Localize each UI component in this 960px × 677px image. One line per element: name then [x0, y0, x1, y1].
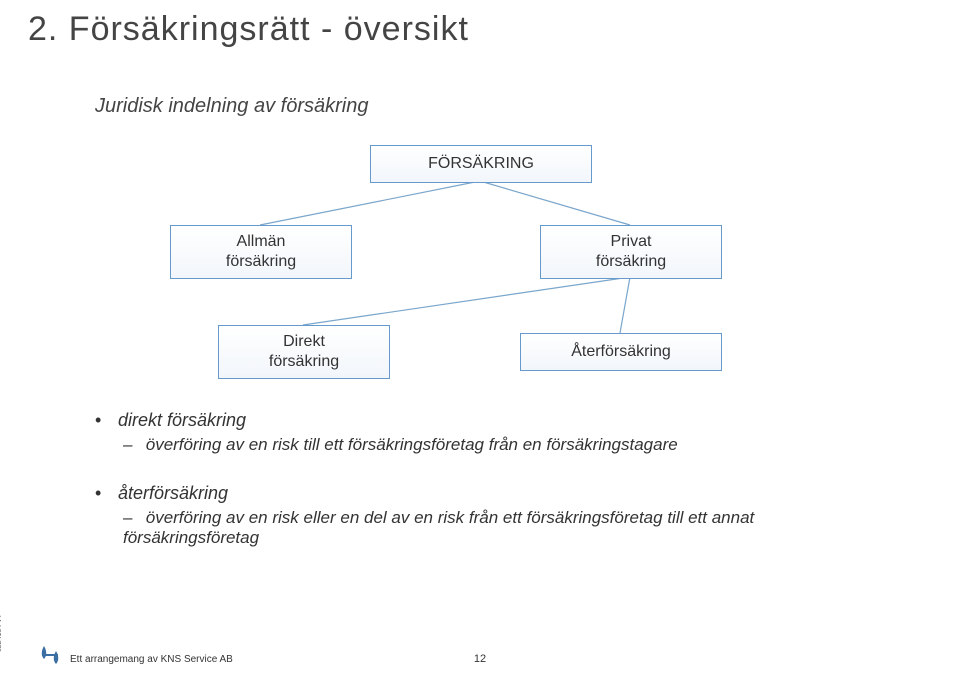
- node-direkt: Direkt försäkring: [218, 325, 390, 379]
- bullet-marker: •: [95, 410, 113, 431]
- bullet-2-sub-text: överföring av en risk eller en del av en…: [123, 508, 754, 547]
- bullet-1: • direkt försäkring: [95, 410, 875, 431]
- page-number: 12: [474, 653, 486, 665]
- bullet-1-sub: – överföring av en risk till ett försäkr…: [123, 435, 875, 455]
- subtitle: Juridisk indelning av försäkring: [95, 95, 368, 118]
- hierarchy-diagram: FÖRSÄKRING Allmän försäkring Privat förs…: [0, 135, 960, 395]
- node-direkt-line2: försäkring: [269, 352, 339, 372]
- node-allman-line2: försäkring: [226, 252, 296, 272]
- node-privat: Privat försäkring: [540, 225, 722, 279]
- node-root-label: FÖRSÄKRING: [428, 154, 534, 174]
- footer-text: Ett arrangemang av KNS Service AB: [70, 654, 233, 665]
- node-allman-line1: Allmän: [237, 232, 286, 252]
- subbullet-marker: –: [123, 435, 141, 455]
- bullet-1-sub-text: överföring av en risk till ett försäkrin…: [146, 435, 678, 454]
- node-ater: Återförsäkring: [520, 333, 722, 371]
- bullet-marker: •: [95, 483, 113, 504]
- node-privat-line1: Privat: [611, 232, 652, 252]
- bullet-list: • direkt försäkring – överföring av en r…: [95, 410, 875, 548]
- subbullet-marker: –: [123, 508, 141, 528]
- node-direkt-line1: Direkt: [283, 332, 325, 352]
- bullet-1-text: direkt försäkring: [118, 410, 246, 430]
- node-privat-line2: försäkring: [596, 252, 666, 272]
- bullet-2-text: återförsäkring: [118, 483, 228, 503]
- bullet-2-sub: – överföring av en risk eller en del av …: [123, 508, 875, 548]
- bullet-2: • återförsäkring: [95, 483, 875, 504]
- footer: Ett arrangemang av KNS Service AB 12: [0, 637, 960, 667]
- document-id: 6224184-v4: [0, 615, 3, 652]
- node-ater-label: Återförsäkring: [571, 342, 671, 362]
- node-allman: Allmän försäkring: [170, 225, 352, 279]
- node-root: FÖRSÄKRING: [370, 145, 592, 183]
- page-title: 2. Försäkringsrätt - översikt: [28, 10, 469, 49]
- logo-icon: [38, 643, 62, 667]
